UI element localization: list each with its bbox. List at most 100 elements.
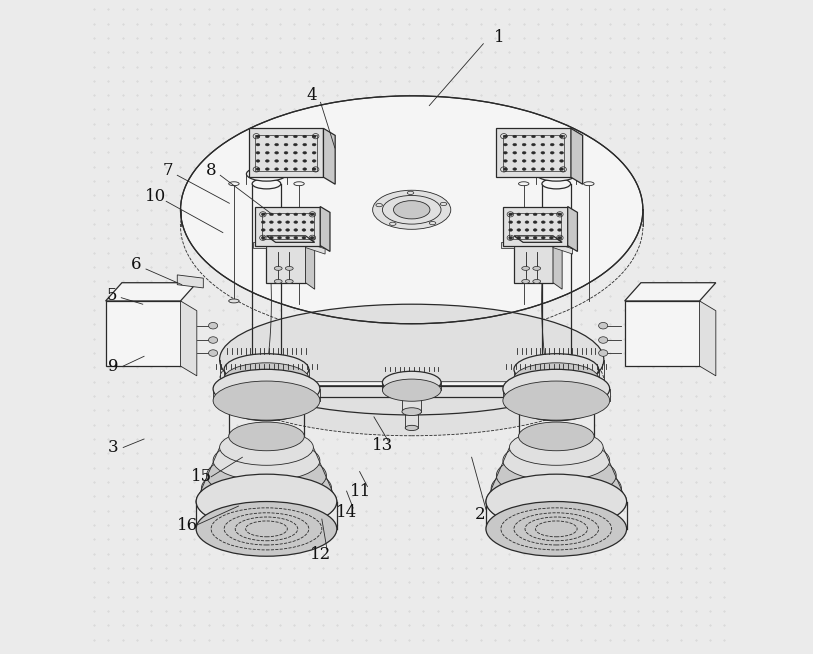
- Ellipse shape: [525, 237, 529, 239]
- Ellipse shape: [503, 143, 507, 146]
- Ellipse shape: [519, 422, 594, 451]
- Ellipse shape: [519, 392, 594, 421]
- Ellipse shape: [302, 213, 306, 216]
- Ellipse shape: [541, 160, 545, 162]
- Ellipse shape: [285, 279, 293, 283]
- Ellipse shape: [312, 168, 316, 171]
- Ellipse shape: [486, 502, 627, 557]
- Ellipse shape: [558, 221, 562, 224]
- Ellipse shape: [284, 143, 288, 146]
- Ellipse shape: [224, 354, 309, 385]
- Ellipse shape: [293, 221, 298, 224]
- Polygon shape: [106, 283, 197, 301]
- Ellipse shape: [533, 279, 541, 283]
- Ellipse shape: [265, 160, 269, 162]
- Ellipse shape: [550, 152, 554, 154]
- Ellipse shape: [558, 237, 562, 239]
- Ellipse shape: [269, 237, 273, 239]
- Ellipse shape: [532, 168, 536, 171]
- Ellipse shape: [550, 143, 554, 146]
- Ellipse shape: [503, 168, 507, 171]
- Ellipse shape: [293, 229, 298, 232]
- Ellipse shape: [302, 143, 307, 146]
- Ellipse shape: [252, 368, 280, 378]
- Ellipse shape: [275, 152, 279, 154]
- Ellipse shape: [382, 379, 441, 402]
- Ellipse shape: [542, 368, 571, 378]
- Ellipse shape: [224, 363, 309, 394]
- Ellipse shape: [269, 221, 273, 224]
- Ellipse shape: [228, 392, 304, 421]
- Ellipse shape: [542, 179, 571, 189]
- Ellipse shape: [275, 160, 279, 162]
- Ellipse shape: [497, 453, 616, 498]
- Ellipse shape: [509, 221, 513, 224]
- Ellipse shape: [372, 190, 450, 230]
- Ellipse shape: [533, 213, 537, 216]
- Ellipse shape: [265, 143, 269, 146]
- Polygon shape: [180, 96, 643, 324]
- Ellipse shape: [513, 143, 517, 146]
- Ellipse shape: [541, 135, 545, 138]
- Ellipse shape: [293, 135, 298, 138]
- Ellipse shape: [285, 229, 289, 232]
- Ellipse shape: [256, 152, 260, 154]
- Ellipse shape: [256, 135, 260, 138]
- Polygon shape: [267, 236, 315, 243]
- Text: 1: 1: [494, 29, 505, 46]
- Ellipse shape: [522, 160, 526, 162]
- Ellipse shape: [277, 221, 281, 224]
- Ellipse shape: [302, 160, 307, 162]
- Ellipse shape: [522, 279, 529, 283]
- Ellipse shape: [559, 152, 563, 154]
- Ellipse shape: [486, 474, 627, 529]
- Ellipse shape: [584, 182, 594, 186]
- Polygon shape: [514, 236, 562, 243]
- Polygon shape: [254, 243, 267, 248]
- Polygon shape: [260, 386, 563, 398]
- Ellipse shape: [285, 266, 293, 270]
- Polygon shape: [306, 243, 325, 254]
- Ellipse shape: [532, 143, 536, 146]
- Ellipse shape: [285, 237, 289, 239]
- Ellipse shape: [537, 167, 576, 181]
- Ellipse shape: [532, 152, 536, 154]
- Text: 16: 16: [176, 517, 198, 534]
- Ellipse shape: [310, 213, 314, 216]
- Ellipse shape: [522, 168, 526, 171]
- Ellipse shape: [252, 179, 280, 189]
- Ellipse shape: [598, 322, 608, 329]
- Ellipse shape: [559, 143, 563, 146]
- Ellipse shape: [302, 168, 307, 171]
- Ellipse shape: [284, 152, 288, 154]
- Ellipse shape: [517, 213, 521, 216]
- Text: 8: 8: [206, 162, 216, 179]
- Ellipse shape: [261, 213, 265, 216]
- Ellipse shape: [293, 168, 298, 171]
- Polygon shape: [177, 275, 203, 288]
- Ellipse shape: [558, 213, 562, 216]
- Ellipse shape: [277, 237, 281, 239]
- Ellipse shape: [550, 135, 554, 138]
- Ellipse shape: [302, 229, 306, 232]
- Ellipse shape: [513, 152, 517, 154]
- Ellipse shape: [312, 160, 316, 162]
- Ellipse shape: [213, 381, 320, 420]
- Ellipse shape: [302, 135, 307, 138]
- Ellipse shape: [228, 422, 304, 451]
- Ellipse shape: [284, 160, 288, 162]
- Ellipse shape: [220, 325, 604, 436]
- Ellipse shape: [491, 464, 621, 513]
- Ellipse shape: [228, 182, 239, 186]
- Polygon shape: [571, 128, 583, 184]
- Ellipse shape: [208, 337, 218, 343]
- Polygon shape: [496, 128, 571, 177]
- Ellipse shape: [598, 350, 608, 356]
- Ellipse shape: [541, 168, 545, 171]
- Ellipse shape: [269, 229, 273, 232]
- Ellipse shape: [598, 337, 608, 343]
- Ellipse shape: [525, 221, 529, 224]
- Ellipse shape: [261, 221, 265, 224]
- Text: 7: 7: [162, 162, 173, 179]
- Polygon shape: [567, 207, 577, 251]
